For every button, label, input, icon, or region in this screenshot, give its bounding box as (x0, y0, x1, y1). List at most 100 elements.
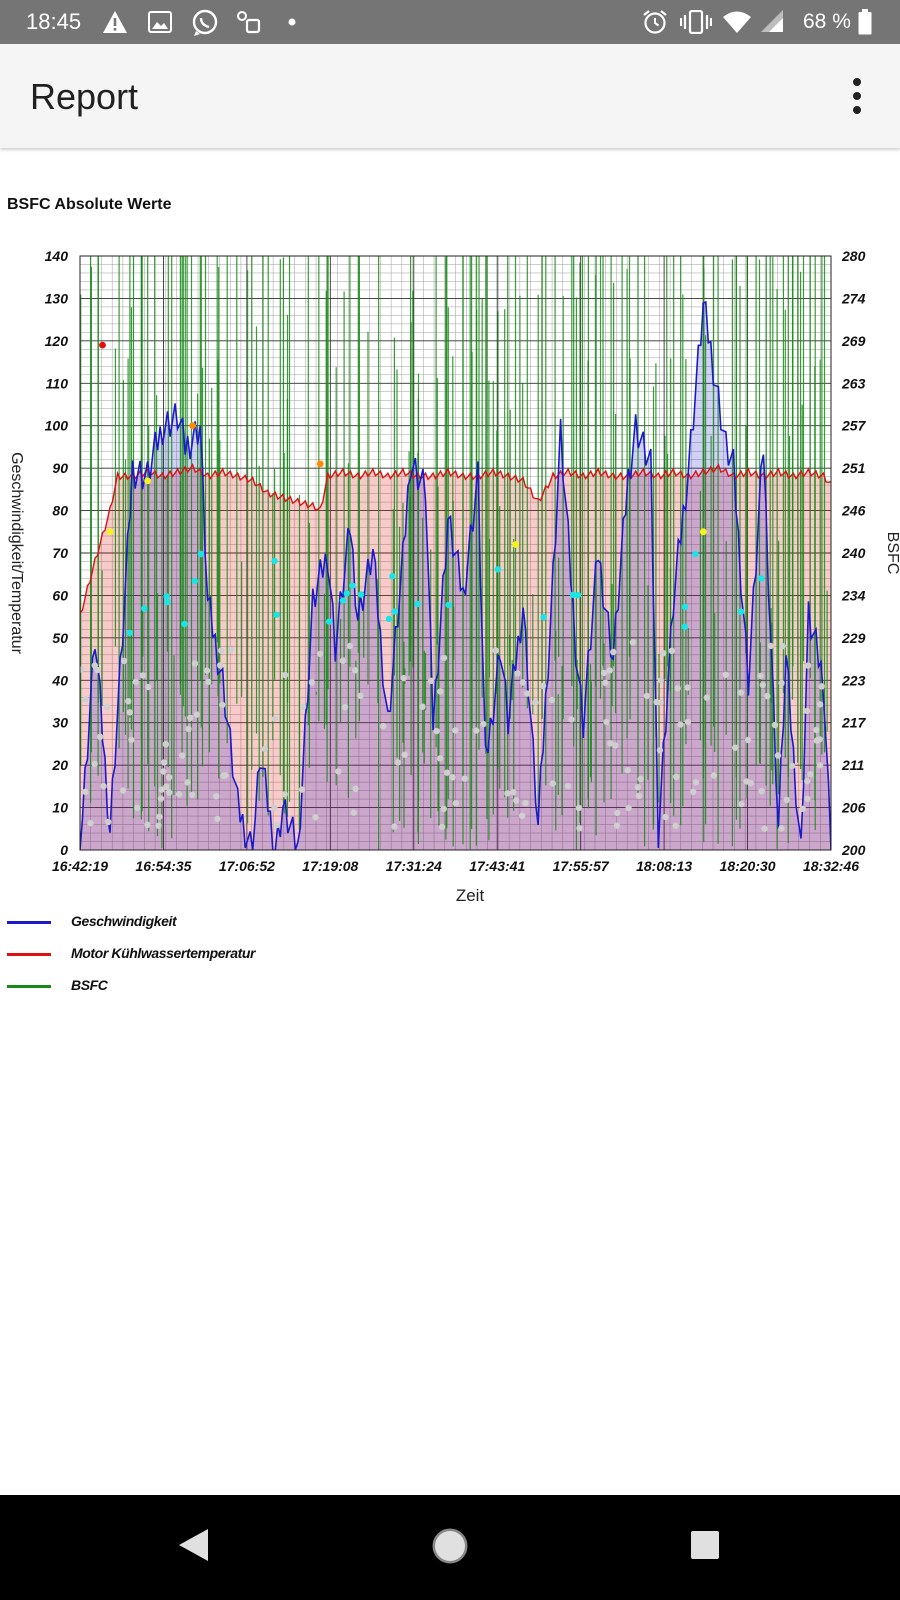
bsfc-point (473, 727, 480, 734)
battery-icon (858, 9, 872, 35)
bsfc-point (218, 647, 225, 654)
x-axis-label: Zeit (456, 886, 485, 905)
bsfc-point (281, 791, 288, 798)
status-bar: 18:45 68 % (0, 0, 900, 44)
bsfc-point (660, 650, 667, 657)
bsfc-point (602, 679, 609, 686)
bsfc-point (96, 733, 104, 740)
navigation-bar (0, 1495, 900, 1600)
bsfc-point (757, 672, 764, 680)
bsfc-point (352, 785, 359, 792)
bsfc-point (316, 460, 324, 468)
bsfc-point (540, 614, 547, 621)
x-tick-label: 17:43:41 (469, 858, 525, 874)
bsfc-point (764, 692, 771, 700)
bsfc-point (343, 590, 350, 597)
bsfc-point (504, 790, 511, 797)
bsfc-point (104, 703, 111, 710)
bsfc-point (414, 600, 421, 608)
bsfc-point (385, 615, 393, 622)
bsfc-point (162, 741, 169, 748)
x-tick-label: 16:42:19 (52, 858, 108, 874)
bsfc-point (737, 608, 745, 615)
bsfc-point (759, 681, 766, 689)
bsfc-point (761, 825, 768, 832)
legend-label: BSFC (71, 977, 108, 993)
y-tick-label: 120 (45, 333, 69, 349)
bsfc-point (738, 800, 745, 808)
bsfc-point (758, 787, 765, 795)
bsfc-point (357, 692, 364, 699)
bsfc-point (778, 825, 785, 832)
chart-title: BSFC Absolute Werte (7, 196, 172, 213)
y-tick-label: 20 (51, 757, 68, 773)
bsfc-point (193, 711, 200, 718)
bsfc-point (778, 679, 785, 687)
bsfc-point (163, 593, 170, 600)
bsfc-point (635, 792, 643, 799)
bsfc-point (524, 690, 531, 697)
bsfc-point (219, 701, 226, 709)
bsfc-point (271, 804, 278, 811)
bsfc-point (298, 786, 306, 793)
bsfc-point (452, 727, 459, 734)
bsfc-point (99, 341, 106, 349)
bsfc-point (400, 674, 407, 682)
bsfc-point (176, 791, 183, 798)
bsfc-point (519, 679, 526, 686)
y-tick-label: 110 (46, 375, 69, 391)
bsfc-point (91, 760, 98, 768)
bsfc-point (436, 755, 444, 762)
bsfc-point (391, 608, 398, 615)
bsfc-point (737, 689, 745, 696)
bsfc-point (804, 795, 811, 803)
y2-tick-label: 223 (841, 672, 866, 688)
bsfc-point (681, 603, 689, 611)
y2-tick-label: 280 (841, 248, 866, 264)
bsfc-point (349, 582, 356, 589)
bsfc-point (575, 804, 583, 812)
bsfc-point (158, 786, 165, 793)
y-tick-label: 10 (52, 800, 68, 816)
more-options-button[interactable] (846, 76, 870, 116)
bsfc-point (87, 819, 94, 827)
dot-icon (288, 18, 296, 26)
bsfc-point (155, 822, 162, 829)
bsfc-point (165, 789, 173, 796)
bsfc-point (548, 696, 556, 704)
bsfc-point (164, 599, 171, 606)
wifi-icon (723, 11, 751, 33)
bsfc-point (816, 736, 823, 743)
bsfc-point (82, 696, 89, 703)
bsfc-point (163, 783, 170, 790)
bsfc-point (214, 815, 221, 823)
bsfc-point (132, 678, 139, 686)
bsfc-point (427, 677, 435, 684)
legend-item-geschwindigkeit: Geschwindigkeit (0, 912, 300, 932)
bsfc-point (179, 752, 186, 759)
bsfc-point (677, 721, 684, 728)
bsfc-point (637, 775, 644, 783)
bsfc-point (634, 784, 642, 791)
y2-tick-label: 263 (841, 375, 866, 391)
bsfc-point (105, 818, 112, 826)
bsfc-point (512, 541, 519, 548)
back-button[interactable] (176, 1527, 210, 1563)
bsfc-point (803, 707, 811, 715)
bsfc-point (357, 591, 365, 598)
bsfc-chart: 0 10 20 30 40 50 60 70 80 90 100 110 120 130 140 200 20… (8, 248, 900, 905)
y2-tick-label: 274 (841, 290, 866, 306)
bsfc-point (443, 769, 451, 776)
recents-button[interactable] (690, 1530, 720, 1560)
bsfc-point (653, 698, 660, 706)
bsfc-point (539, 682, 547, 690)
y-tick-label: 80 (52, 503, 68, 519)
legend-label: Geschwindigkeit (71, 913, 177, 929)
home-button[interactable] (431, 1527, 469, 1565)
bsfc-point (494, 566, 502, 573)
bsfc-point (134, 804, 141, 812)
bsfc-point (510, 789, 517, 796)
bsfc-point (391, 823, 398, 830)
bsfc-point (445, 601, 452, 609)
bsfc-point (189, 791, 196, 798)
